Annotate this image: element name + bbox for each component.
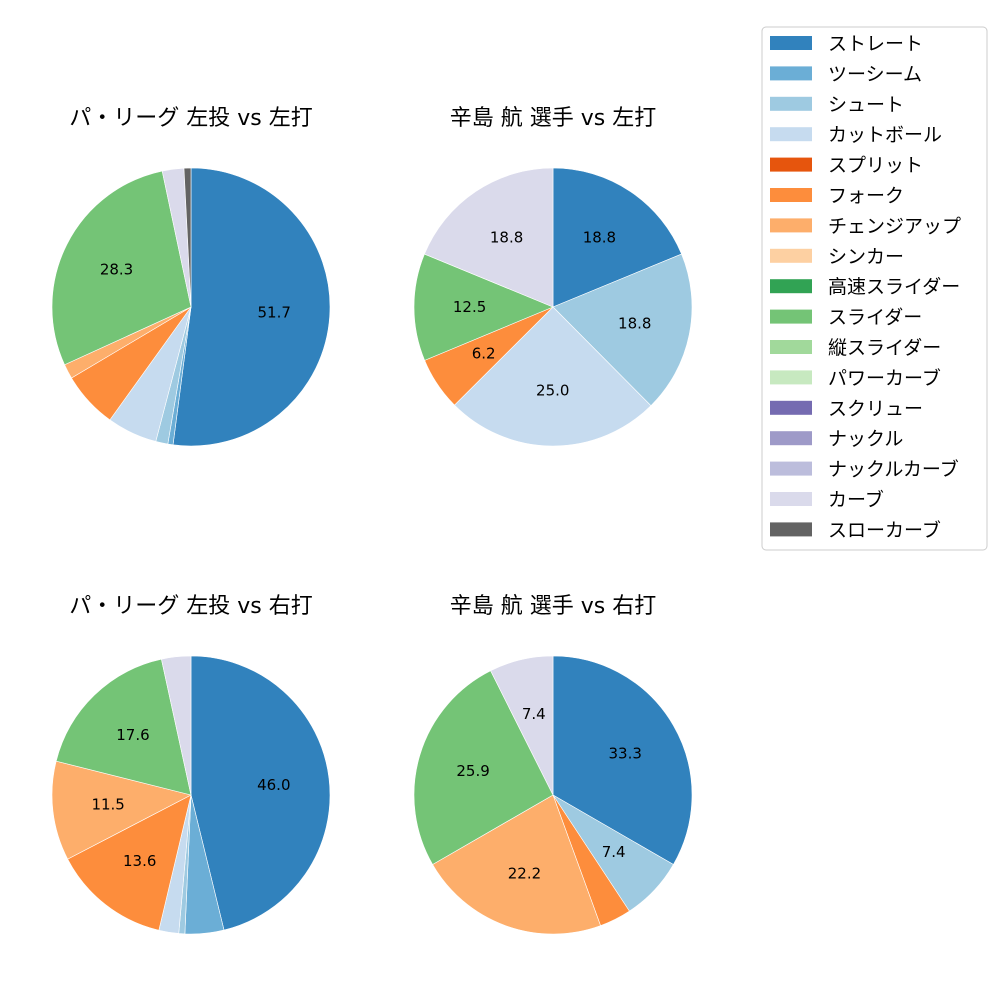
pie-2: 46.0 13.6 11.5 17.6 — [51, 655, 331, 935]
legend-swatch-16 — [770, 522, 812, 537]
pie-2-pct-label-4: 13.6 — [123, 852, 156, 870]
chart-title-2: パ・リーグ 左投 vs 右打 — [69, 594, 312, 619]
legend-swatch-3 — [770, 127, 812, 142]
legend-frame — [761, 26, 988, 551]
pie-2-slice-7 — [161, 655, 192, 796]
pie-1-slice-2 — [454, 306, 652, 447]
pie-3-pct-label-1: 7.4 — [602, 843, 626, 861]
legend-swatch-2 — [770, 96, 812, 111]
legend-label-2: シュート — [828, 94, 904, 116]
pie-0-slice-0 — [172, 167, 331, 447]
legend-label-1: ツーシーム — [828, 63, 922, 85]
pie-1-pct-label-3: 6.2 — [472, 344, 496, 362]
legend-label-3: カットボール — [828, 124, 942, 146]
legend-label-6: チェンジアップ — [828, 215, 961, 237]
legend-swatch-14 — [770, 461, 812, 476]
legend-label-12: スクリュー — [828, 398, 923, 420]
pie-0-pct-label-6: 28.3 — [100, 260, 133, 278]
pie-0-slice-8 — [183, 167, 192, 308]
pie-1-pct-label-5: 18.8 — [490, 229, 523, 247]
pie-1-pct-label-1: 18.8 — [618, 315, 651, 333]
legend-swatch-7 — [770, 248, 812, 263]
chart-title-0: パ・リーグ 左投 vs 左打 — [69, 106, 312, 131]
pie-2-slice-6 — [55, 658, 192, 796]
pie-1-pct-label-4: 12.5 — [453, 298, 486, 316]
pie-2-pct-label-0: 46.0 — [257, 776, 290, 794]
pie-2-pct-label-5: 11.5 — [91, 796, 124, 814]
pie-2-slice-4 — [67, 794, 192, 931]
pie-1-slice-5 — [424, 167, 554, 308]
chart-title-3: 辛島 航 選手 vs 右打 — [450, 594, 656, 619]
legend-swatch-5 — [770, 188, 812, 202]
chart-title-1: 辛島 航 選手 vs 左打 — [450, 106, 656, 131]
legend-swatch-15 — [770, 492, 812, 506]
legend-swatch-10 — [770, 340, 812, 354]
pie-1-slice-1 — [552, 253, 693, 407]
pie-3-slice-4 — [413, 670, 554, 865]
legend-label-7: シンカー — [828, 246, 904, 268]
legend-label-11: パワーカーブ — [828, 366, 941, 389]
legend-swatch-8 — [770, 279, 812, 294]
legend-label-14: ナックルカーブ — [828, 458, 959, 481]
legend-label-8: 高速スライダー — [828, 276, 960, 298]
legend-label-4: スプリット — [828, 155, 923, 177]
legend: ストレートツーシームシュートカットボールスプリットフォークチェンジアップシンカー… — [761, 26, 988, 551]
pie-3: 33.3 7.4 22.2 25.9 7.4 — [413, 655, 693, 935]
legend-swatch-6 — [770, 218, 812, 233]
legend-swatch-4 — [770, 157, 812, 172]
pie-0-pct-label-0: 51.7 — [258, 303, 291, 321]
pie-3-slice-0 — [552, 655, 693, 865]
pie-3-pct-label-3: 22.2 — [508, 864, 541, 882]
pie-1: 18.8 18.8 25.0 6.2 12.5 18.8 — [413, 167, 693, 447]
pie-0: 51.7 28.3 — [51, 167, 331, 447]
pie-3-pct-label-0: 33.3 — [609, 744, 642, 762]
legend-swatch-9 — [770, 309, 812, 324]
pie-3-pct-label-4: 25.9 — [456, 762, 489, 780]
legend-swatch-11 — [770, 370, 812, 385]
pie-1-slice-0 — [552, 167, 682, 308]
legend-label-5: フォーク — [828, 185, 904, 207]
legend-swatch-0 — [770, 36, 812, 50]
legend-swatch-13 — [770, 431, 812, 446]
legend-label-0: ストレート — [828, 33, 923, 55]
legend-label-9: スライダー — [828, 307, 922, 329]
legend-label-16: スローカーブ — [828, 518, 941, 541]
legend-label-15: カーブ — [828, 488, 884, 511]
pie-2-slice-0 — [190, 655, 331, 931]
pie-3-pct-label-5: 7.4 — [522, 705, 546, 723]
legend-label-13: ナックル — [828, 428, 903, 450]
pie-1-slice-4 — [413, 253, 554, 361]
pie-2-pct-label-6: 17.6 — [116, 726, 149, 744]
pie-1-pct-label-0: 18.8 — [583, 229, 616, 247]
pie-3-slice-3 — [432, 794, 601, 935]
pie-2-slice-5 — [51, 760, 192, 860]
legend-swatch-12 — [770, 400, 812, 415]
pie-3-slice-5 — [490, 655, 554, 796]
pie-1-pct-label-2: 25.0 — [536, 381, 569, 399]
legend-label-10: 縦スライダー — [828, 337, 941, 359]
pie-0-slice-6 — [51, 170, 192, 366]
legend-swatch-1 — [770, 66, 812, 81]
